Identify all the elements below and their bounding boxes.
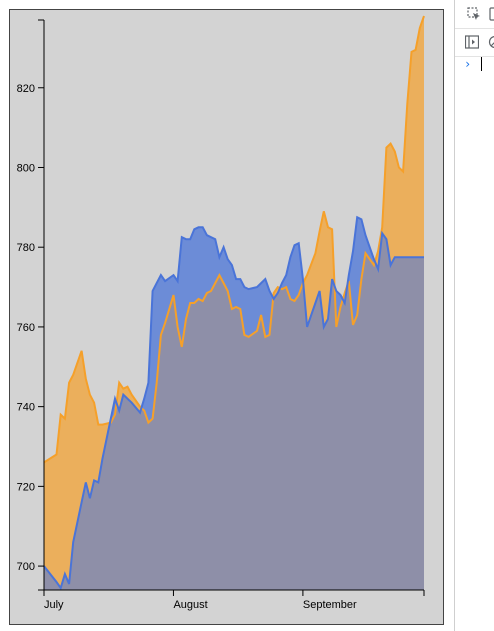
inspect-element-icon[interactable]: [467, 7, 481, 21]
y-tick-label-820: 820: [17, 83, 35, 95]
clear-console-icon[interactable]: [488, 35, 494, 49]
devtools-panel: ›: [454, 0, 494, 631]
x-tick-label-august: August: [173, 599, 207, 611]
y-tick-label-700: 700: [17, 561, 35, 573]
chart-frame: 700 720 740 760 780 800 820 July August September: [9, 9, 444, 625]
y-tick-label-740: 740: [17, 402, 35, 414]
y-tick-label-760: 760: [17, 322, 35, 334]
y-tick-label-800: 800: [17, 162, 35, 174]
area-chart: 700 720 740 760 780 800 820 July August September: [17, 15, 425, 611]
console-toolbar: [455, 28, 494, 57]
blue-series-line: [43, 215, 424, 591]
device-toggle-icon[interactable]: [489, 7, 494, 21]
orange-series-line: [43, 15, 425, 464]
console-input[interactable]: [481, 57, 482, 71]
x-tick-label-september: September: [303, 599, 357, 611]
devtools-toolbar: [455, 0, 494, 29]
console-prompt-icon: ›: [464, 57, 472, 71]
overlap-area: [44, 217, 424, 590]
y-tick-label-720: 720: [17, 481, 35, 493]
x-tick-label-july: July: [44, 599, 64, 611]
sidebar-toggle-icon[interactable]: [465, 35, 479, 49]
y-tick-label-780: 780: [17, 242, 35, 254]
